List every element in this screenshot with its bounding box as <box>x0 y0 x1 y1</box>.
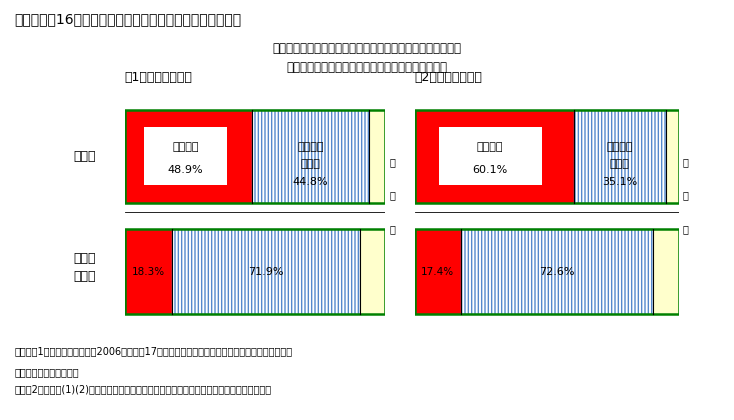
Text: 非正規
従業員: 非正規 従業員 <box>73 252 95 283</box>
Text: 実施して: 実施して <box>297 142 324 152</box>
Text: 72.6%: 72.6% <box>539 267 575 277</box>
Text: 実施して: 実施して <box>606 142 633 152</box>
Bar <box>461 229 653 315</box>
Bar <box>144 127 227 186</box>
Text: 無: 無 <box>683 157 688 167</box>
Bar <box>666 110 679 203</box>
Bar <box>172 229 360 315</box>
Text: 答: 答 <box>683 224 688 234</box>
Text: 実施した: 実施した <box>477 142 504 152</box>
Text: により作成。: により作成。 <box>15 368 79 378</box>
Text: 第３－４－16図　正社員と非正規従業員の企業内訓練の差: 第３－４－16図 正社員と非正規従業員の企業内訓練の差 <box>15 13 241 26</box>
Bar <box>415 229 679 315</box>
Text: （2）Ｏｆｆ－ＪＴ: （2）Ｏｆｆ－ＪＴ <box>415 71 482 84</box>
Text: 正社員と非正規従業員との間で大きな差がみられる: 正社員と非正規従業員との間で大きな差がみられる <box>286 61 448 74</box>
Bar <box>573 110 666 203</box>
Bar <box>653 229 679 315</box>
Bar <box>415 229 461 315</box>
Text: 60.1%: 60.1% <box>473 165 508 176</box>
Text: 35.1%: 35.1% <box>603 177 638 187</box>
Text: 正社員: 正社員 <box>73 150 95 163</box>
Text: 企業の計画的ＯＪＴ、Ｏｆｆ－ＪＴによる訓練の実施には、: 企業の計画的ＯＪＴ、Ｏｆｆ－ＪＴによる訓練の実施には、 <box>272 42 462 55</box>
Bar <box>252 110 369 203</box>
Bar <box>438 127 542 186</box>
Text: （1）計画的ＯＪＴ: （1）計画的ＯＪＴ <box>125 71 192 84</box>
Text: 18.3%: 18.3% <box>132 267 165 277</box>
Text: 回: 回 <box>683 190 688 200</box>
Text: 44.8%: 44.8% <box>293 177 328 187</box>
Text: 実施した: 実施した <box>172 142 199 152</box>
Text: いない: いない <box>610 159 630 169</box>
Text: 無: 無 <box>389 157 395 167</box>
Bar <box>125 229 385 315</box>
Text: 71.9%: 71.9% <box>248 267 284 277</box>
Text: 回: 回 <box>389 190 395 200</box>
Text: （備考）1．三菱総合研究所（2006）「平成17年度　厚生労働省委託　能力開発基本調査報告書」: （備考）1．三菱総合研究所（2006）「平成17年度 厚生労働省委託 能力開発基… <box>15 346 293 357</box>
Bar <box>415 110 679 203</box>
Text: いない: いない <box>301 159 321 169</box>
Bar <box>125 110 385 203</box>
Text: 答: 答 <box>389 224 395 234</box>
Bar <box>360 229 385 315</box>
Text: 2．なお、(1)(2)とも、正社員と非正規従業員の訓練割合は、１％水準で統計的に有意: 2．なお、(1)(2)とも、正社員と非正規従業員の訓練割合は、１％水準で統計的に… <box>15 384 272 394</box>
Bar <box>125 110 252 203</box>
Bar <box>415 110 573 203</box>
Text: 17.4%: 17.4% <box>421 267 454 277</box>
Text: 48.9%: 48.9% <box>167 165 203 176</box>
Bar <box>369 110 385 203</box>
Bar <box>125 229 172 315</box>
